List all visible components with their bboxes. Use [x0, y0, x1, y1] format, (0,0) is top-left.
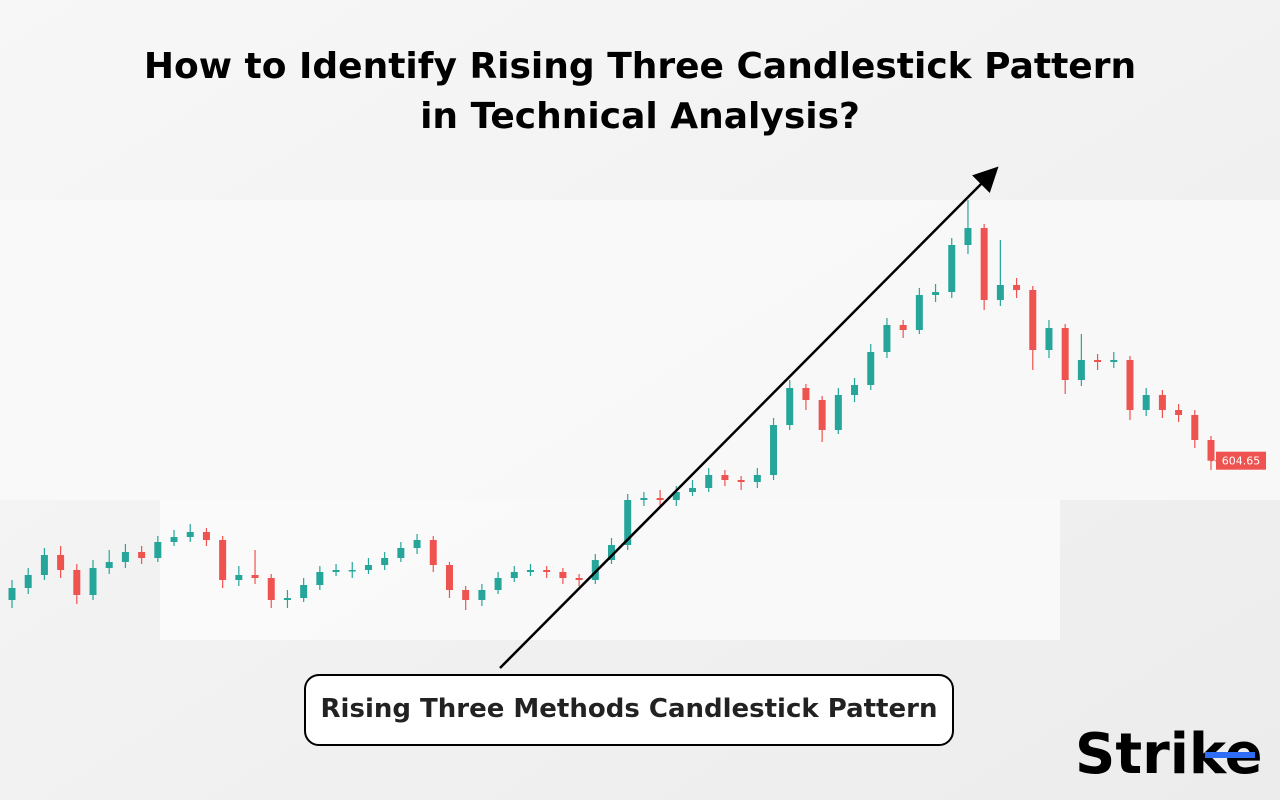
candle-body: [883, 325, 891, 352]
candle-body: [1045, 328, 1053, 350]
candle-body: [478, 590, 486, 600]
candle-body: [332, 570, 340, 572]
candle-body: [397, 548, 405, 558]
candle-body: [89, 568, 97, 595]
candle-body: [656, 498, 664, 500]
candle-body: [1029, 290, 1037, 350]
candle-body: [608, 545, 615, 560]
candle-body: [964, 228, 972, 245]
candle-body: [1110, 360, 1118, 362]
candle-body: [526, 570, 534, 572]
candle-body: [57, 555, 65, 570]
candle-body: [851, 385, 859, 395]
candle-body: [753, 475, 761, 482]
candle-body: [300, 585, 308, 598]
last-price-label: 604.65: [1222, 455, 1261, 468]
candle-body: [770, 425, 778, 475]
candle-body: [510, 572, 518, 578]
candle-body: [202, 532, 210, 540]
candle-body: [737, 480, 745, 482]
candle-body: [834, 395, 842, 430]
candle-body: [1061, 328, 1069, 380]
brand-accent: [1205, 752, 1255, 758]
candle-body: [899, 325, 907, 330]
candle-body: [1126, 360, 1134, 410]
candle-body: [818, 400, 826, 430]
candle-body: [445, 565, 453, 590]
candle-body: [251, 575, 259, 578]
candle-body: [462, 590, 470, 600]
candle-body: [705, 475, 713, 488]
candle-body: [40, 555, 48, 575]
background-band: [160, 500, 1060, 640]
candle-body: [721, 475, 729, 480]
candle-body: [186, 532, 194, 537]
candle-body: [1191, 415, 1199, 440]
chart-subtitle: in Technical Analysis?: [420, 96, 860, 137]
candle-body: [948, 245, 956, 292]
chart-title: How to Identify Rising Three Candlestick…: [144, 46, 1136, 87]
candle-body: [543, 570, 551, 572]
last-price-tag: [1216, 451, 1266, 470]
candle-body: [154, 542, 162, 558]
candle-body: [348, 570, 356, 572]
candle-body: [624, 500, 632, 545]
candle-body: [802, 388, 810, 400]
candle-body: [1013, 285, 1021, 290]
candle-body: [1142, 395, 1150, 410]
candle-body: [73, 570, 81, 595]
candle-body: [1207, 440, 1215, 461]
candle-body: [24, 575, 32, 588]
candle-body: [980, 228, 988, 300]
candle-body: [867, 352, 875, 385]
candle-body: [1094, 360, 1102, 362]
trend-arrow: [499, 166, 999, 669]
candle-body: [138, 552, 146, 558]
candle-body: [591, 560, 599, 580]
background-band: [0, 200, 1280, 500]
candle-body: [381, 558, 389, 565]
candle-body: [1077, 360, 1085, 380]
candle-body: [105, 562, 113, 568]
candle-body: [689, 488, 697, 492]
candle-body: [8, 588, 16, 600]
candle-body: [1158, 395, 1166, 410]
candle-body: [786, 388, 794, 425]
candle-body: [429, 540, 437, 565]
candle-body: [364, 565, 372, 570]
candle-body: [219, 540, 227, 580]
candle-body: [413, 540, 421, 548]
candle-body: [267, 578, 275, 600]
candle-body: [283, 598, 291, 600]
candle-body: [932, 292, 940, 295]
candle-body: [996, 285, 1004, 300]
candle-body: [494, 578, 502, 590]
candle-body: [316, 572, 324, 585]
candles: 604.65: [8, 200, 1266, 610]
candle-body: [1175, 410, 1183, 415]
annotation: Rising Three Methods Candlestick Pattern: [321, 694, 938, 724]
candle-body: [640, 498, 648, 500]
candle-body: [559, 572, 567, 578]
candle-body: [672, 492, 680, 500]
annotation-box: [304, 674, 954, 746]
candle-body: [235, 575, 243, 580]
candle-body: [170, 537, 178, 542]
candle-body: [575, 578, 583, 580]
candle-body: [915, 295, 923, 330]
candle-body: [121, 552, 129, 562]
